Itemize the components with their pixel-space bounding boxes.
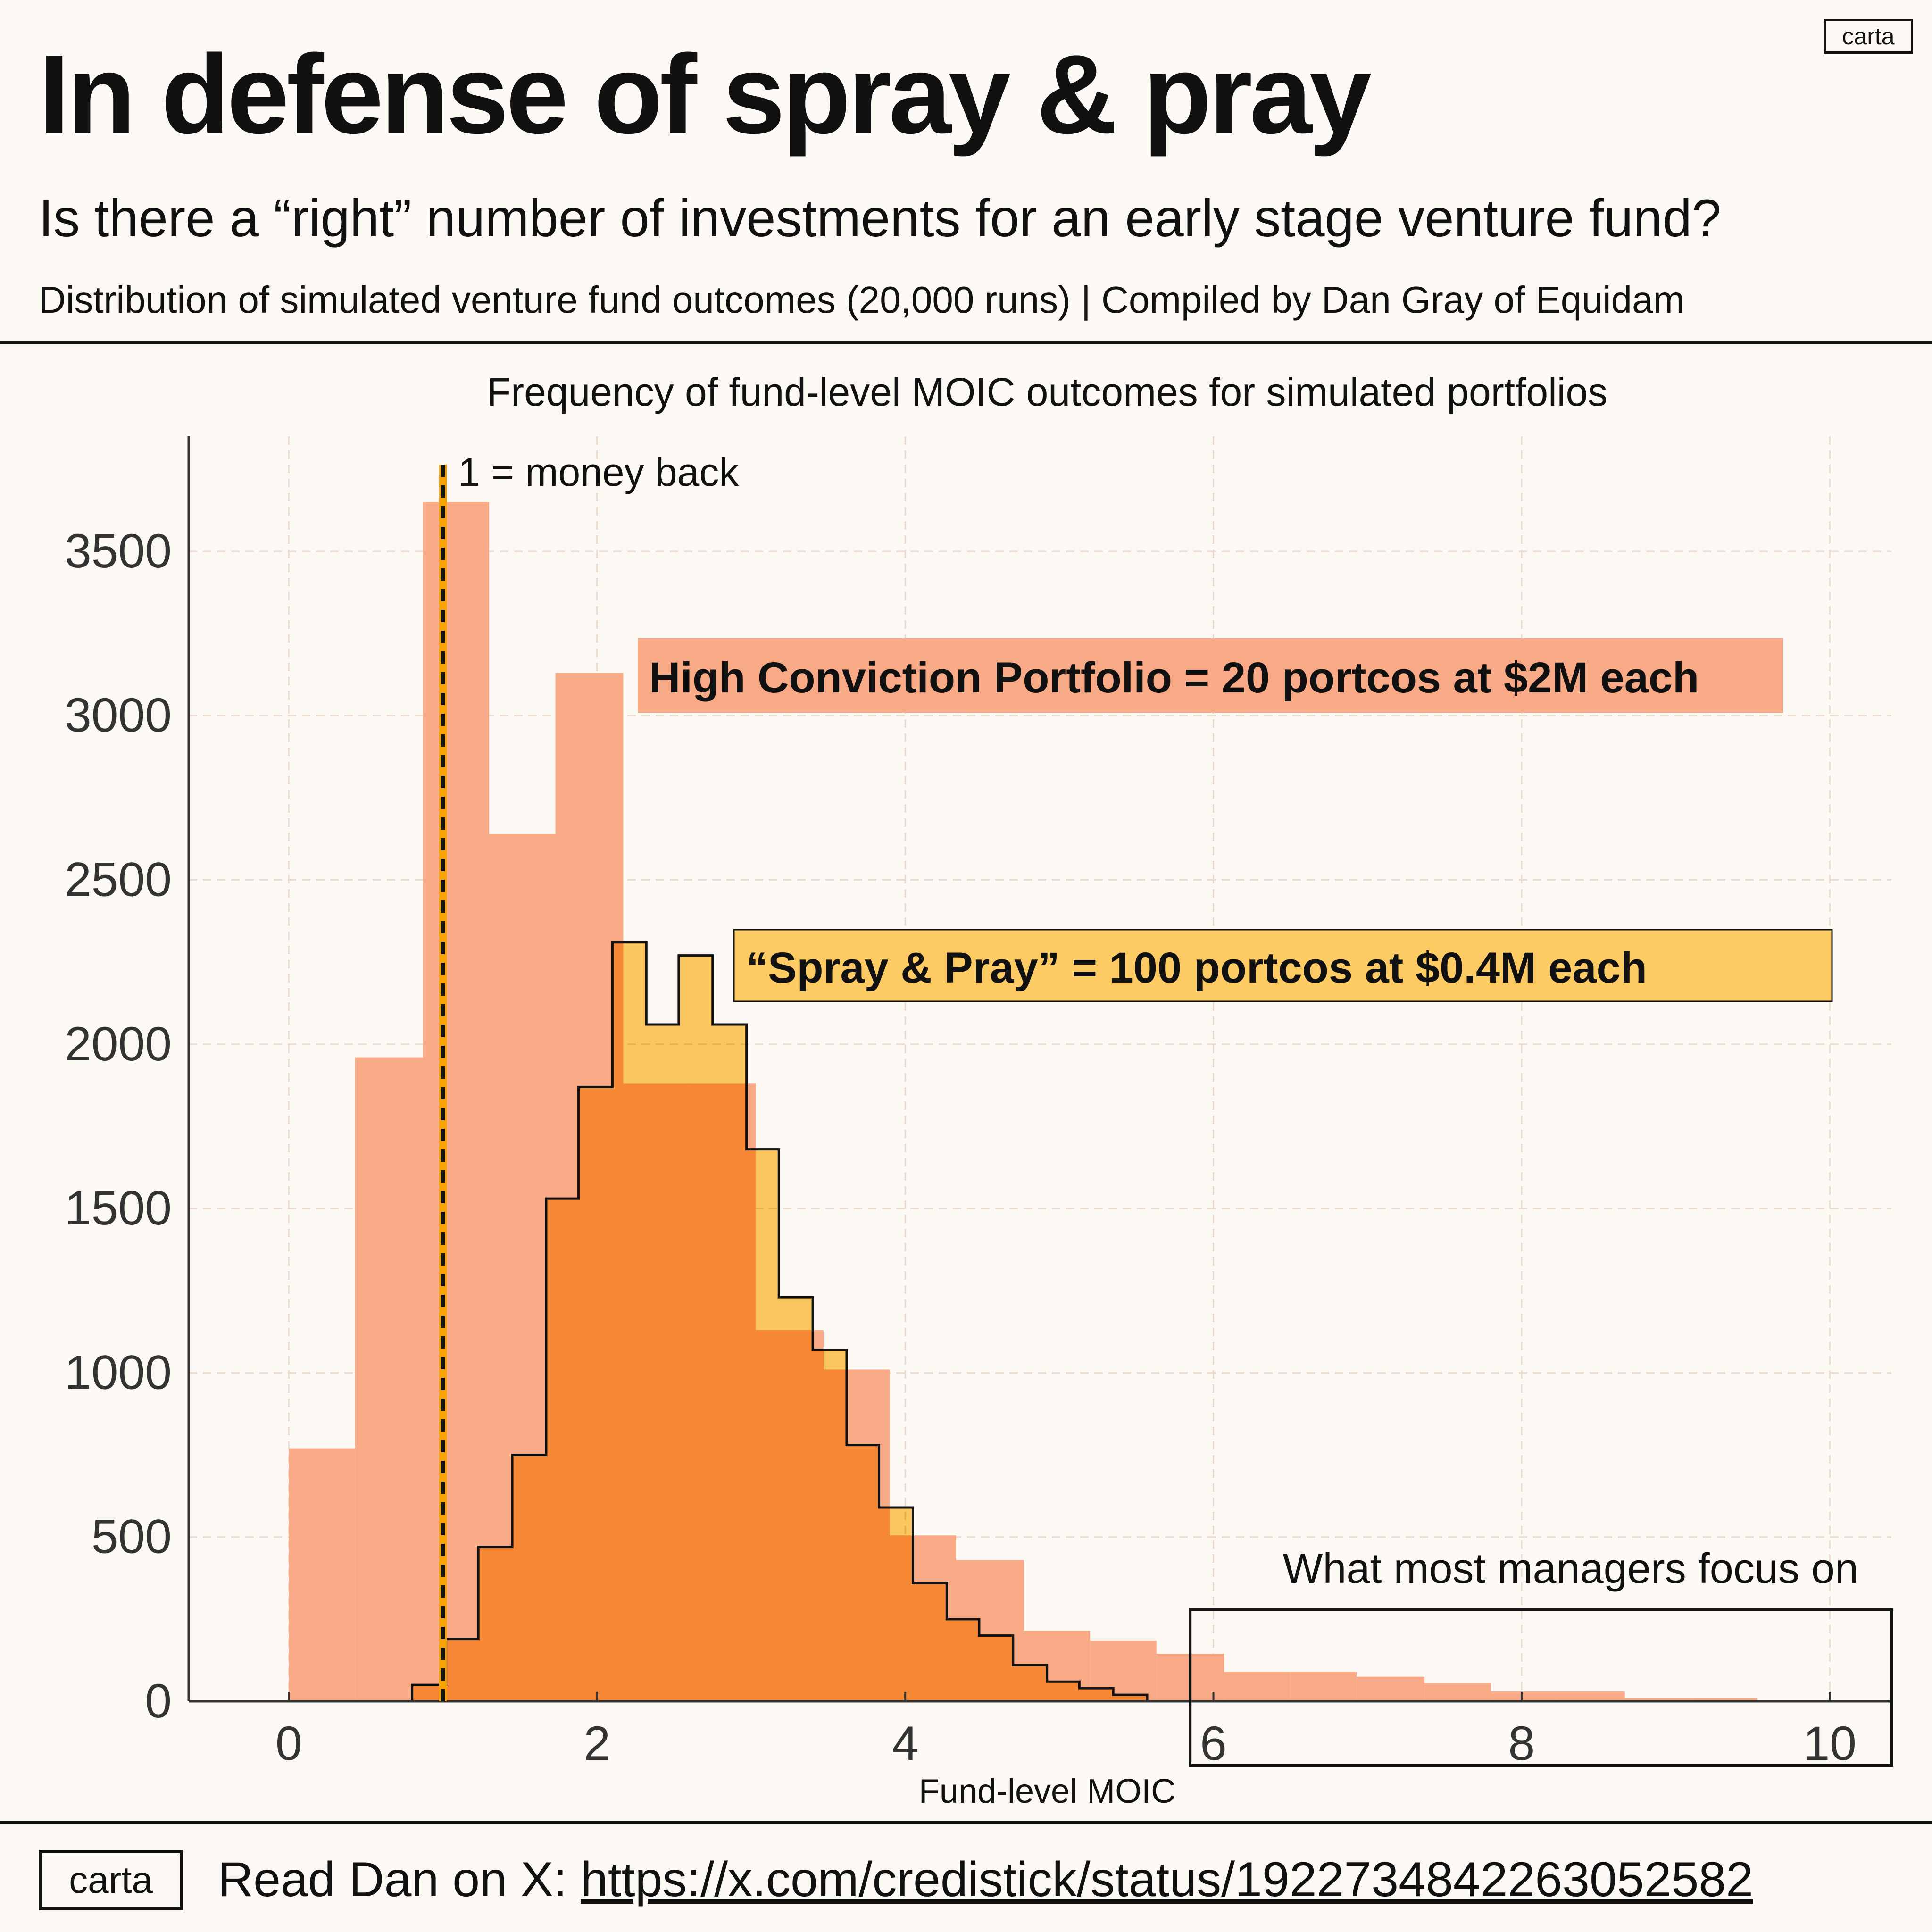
header-divider: [0, 341, 1932, 344]
focus-box: [1189, 1608, 1893, 1767]
y-tick-label: 3000: [65, 688, 172, 742]
spray-pray-bar: [546, 1199, 579, 1701]
high-conviction-bar: [289, 1448, 355, 1701]
spray-pray-bar: [947, 1619, 979, 1701]
spray-pray-bar: [478, 1547, 513, 1701]
page-subtitle: Is there a “right” number of investments…: [39, 189, 1722, 248]
spray-pray-bar: [512, 1455, 546, 1701]
high-conviction-bar: [1290, 1672, 1357, 1701]
spray-pray-bar: [746, 1149, 779, 1701]
high-conviction-bar: [1624, 1698, 1691, 1701]
y-tick-label: 2500: [65, 852, 172, 906]
x-tick-label: 0: [275, 1716, 302, 1770]
y-tick-label: 1000: [65, 1345, 172, 1399]
high-conviction-bar: [1424, 1683, 1491, 1701]
footer-carta-logo: carta: [39, 1850, 183, 1910]
high-conviction-bar: [1357, 1676, 1425, 1701]
spray-pray-bar: [1047, 1682, 1080, 1701]
high-conviction-bar: [1557, 1691, 1625, 1701]
chart-annotations: 1 = money back High Conviction Portfolio …: [439, 450, 1893, 1767]
chart-title: Frequency of fund-level MOIC outcomes fo…: [487, 370, 1607, 414]
reference-line-label: 1 = money back: [458, 450, 739, 494]
spray-pray-bar: [1079, 1688, 1114, 1701]
high-conviction-bar: [1224, 1672, 1291, 1701]
footer-prefix: Read Dan on X:: [218, 1852, 581, 1907]
high-conviction-legend-box: [638, 638, 1783, 713]
spray-pray-bar: [879, 1507, 913, 1701]
spray-pray-bar: [1113, 1695, 1148, 1701]
x-axis-label: Fund-level MOIC: [919, 1773, 1175, 1810]
x-tick-label: 8: [1508, 1716, 1535, 1770]
high-conviction-legend-label: High Conviction Portfolio = 20 portcos a…: [649, 654, 1699, 702]
spray-pray-bar: [446, 1639, 479, 1701]
high-conviction-bar: [1691, 1698, 1757, 1701]
y-tick-label: 0: [145, 1674, 172, 1728]
spray-pray-bar: [913, 1583, 947, 1701]
x-tick-label: 10: [1803, 1716, 1857, 1770]
footer-text: Read Dan on X: https://x.com/credistick/…: [218, 1852, 1753, 1908]
x-tick-label: 4: [892, 1716, 919, 1770]
high-conviction-bar: [423, 502, 490, 1701]
footer-link[interactable]: https://x.com/credistick/status/19227348…: [580, 1852, 1753, 1907]
y-tick-label: 500: [92, 1510, 172, 1564]
carta-logo: carta: [1824, 19, 1913, 54]
spray-pray-bar: [646, 1024, 679, 1701]
spray-pray-bar: [813, 1349, 847, 1701]
page-title: In defense of spray & pray: [39, 32, 1372, 157]
y-tick-label: 2000: [65, 1017, 172, 1071]
focus-box-label: What most managers focus on: [1282, 1545, 1858, 1592]
footer-divider: [0, 1821, 1932, 1824]
y-tick-label: 1500: [65, 1181, 172, 1235]
high-conviction-bar: [1491, 1691, 1557, 1701]
spray-pray-bar: [578, 1087, 613, 1701]
spray-pray-bar: [712, 1024, 747, 1701]
spray-pray-outline: [411, 941, 1149, 1701]
spray-pray-legend-label: “Spray & Pray” = 100 portcos at $0.4M ea…: [746, 944, 1647, 992]
moic-histogram-chart: 0 500 1000 1500 2000 2500 3000 3500 0 2 4 6 8 10 1 = …: [65, 370, 1893, 1810]
spray-pray-bar: [612, 942, 647, 1701]
spray-pray-bar: [779, 1297, 813, 1701]
spray-pray-series: [411, 941, 1149, 1701]
spray-pray-legend-box: [733, 929, 1833, 1002]
byline: Distribution of simulated venture fund o…: [39, 279, 1685, 321]
spray-pray-bar: [1013, 1665, 1047, 1701]
x-tick-label: 2: [583, 1716, 610, 1770]
x-tick-label: 6: [1200, 1716, 1227, 1770]
spray-pray-bar: [678, 955, 713, 1701]
chart-axes: 0 500 1000 1500 2000 2500 3000 3500 0 2 4 6 8 10: [65, 436, 1891, 1770]
spray-pray-bar: [979, 1635, 1013, 1701]
high-conviction-bar: [355, 1057, 423, 1701]
spray-pray-bar: [846, 1445, 879, 1701]
y-tick-label: 3500: [65, 524, 172, 578]
